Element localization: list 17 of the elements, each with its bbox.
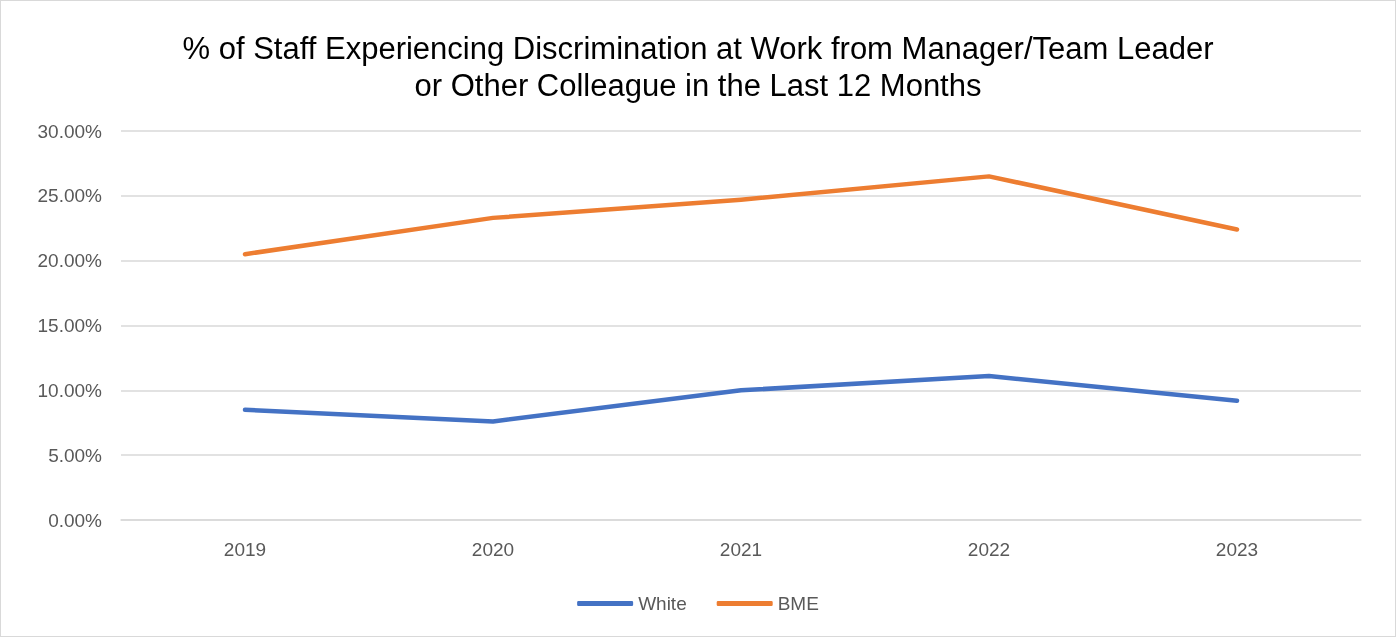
y-tick-label: 0.00%: [48, 509, 103, 531]
y-tick-label: 10.00%: [37, 379, 103, 401]
x-tick-label: 2019: [223, 539, 267, 560]
y-tick-label: 5.00%: [48, 444, 103, 466]
chart-title: % of Staff Experiencing Discrimination at Work from Manager/Team Leader or Other Colleague in the Last 12 Months: [182, 31, 1214, 103]
x-tick-label: 2020: [471, 539, 515, 560]
y-tick-label: 20.00%: [37, 250, 103, 272]
x-tick-label: 2021: [719, 539, 763, 560]
legend-label: BME: [777, 593, 819, 614]
x-tick-label: 2022: [967, 539, 1011, 560]
y-tick-label: 30.00%: [37, 120, 103, 142]
x-tick-label: 2023: [1215, 539, 1259, 560]
y-tick-label: 15.00%: [37, 315, 103, 336]
line-series: [242, 373, 1240, 424]
legend-label: White: [638, 593, 687, 614]
line-series: [242, 174, 1240, 257]
y-tick-label: 25.00%: [37, 185, 103, 207]
